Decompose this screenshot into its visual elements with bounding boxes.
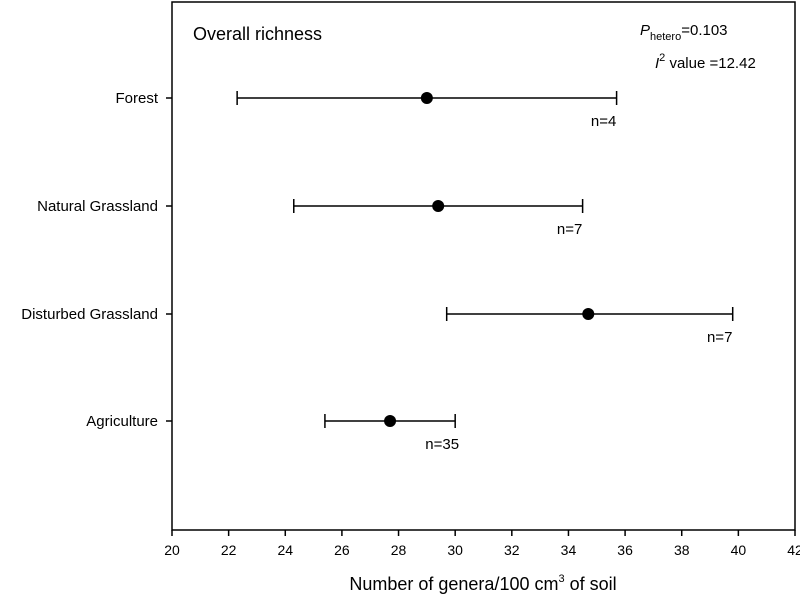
x-tick-label: 28 <box>391 542 407 558</box>
x-tick-label: 34 <box>561 542 577 558</box>
x-tick-label: 30 <box>447 542 463 558</box>
forest-row: Agriculture n=35 <box>86 413 459 453</box>
i2-value: value =12.42 <box>665 55 756 72</box>
i2-superscript: 2 <box>659 52 665 64</box>
x-tick-label: 26 <box>334 542 350 558</box>
category-label: Agriculture <box>86 413 158 430</box>
heterogeneity-annotation: Phetero=0.103 I2 value =12.42 <box>640 22 756 72</box>
x-axis-label-superscript: 3 <box>558 573 564 585</box>
forest-row: Natural Grassland n=7 <box>37 198 584 238</box>
x-tick-label: 40 <box>731 542 747 558</box>
x-tick-label: 22 <box>221 542 237 558</box>
p-subscript: hetero <box>650 31 681 43</box>
x-tick-label: 24 <box>277 542 293 558</box>
chart-title: Overall richness <box>193 24 322 44</box>
plot-frame <box>171 1 796 531</box>
p-hetero-line: Phetero=0.103 <box>640 22 728 43</box>
x-tick-label: 36 <box>617 542 633 558</box>
category-label: Natural Grassland <box>37 198 158 215</box>
point-estimate <box>420 92 433 104</box>
x-tick-label: 42 <box>787 542 800 558</box>
i2-line: I2 value =12.42 <box>655 52 756 72</box>
x-axis-label-suffix: of soil <box>565 574 617 594</box>
forest-row: Forest n=4 <box>115 90 618 130</box>
n-label: n=7 <box>557 221 582 238</box>
n-label: n=35 <box>425 436 459 453</box>
x-tick-label: 32 <box>504 542 520 558</box>
n-label: n=7 <box>707 329 732 346</box>
category-label: Disturbed Grassland <box>21 306 158 323</box>
point-estimate <box>582 308 595 320</box>
x-axis-label-main: Number of genera/100 cm <box>349 574 558 594</box>
point-estimate <box>432 200 445 212</box>
n-label: n=4 <box>591 113 616 130</box>
x-axis: 20 22 24 26 28 30 32 34 36 38 40 42 <box>164 530 800 558</box>
x-tick-label: 38 <box>674 542 690 558</box>
i2-symbol: I <box>655 55 659 72</box>
x-tick-label: 20 <box>164 542 180 558</box>
p-value: =0.103 <box>681 22 727 39</box>
point-estimate <box>384 415 397 427</box>
category-label: Forest <box>115 90 158 107</box>
forest-row: Disturbed Grassland n=7 <box>21 306 734 346</box>
p-symbol: P <box>640 22 650 39</box>
x-axis-label: Number of genera/100 cm3 of soil <box>349 573 616 594</box>
